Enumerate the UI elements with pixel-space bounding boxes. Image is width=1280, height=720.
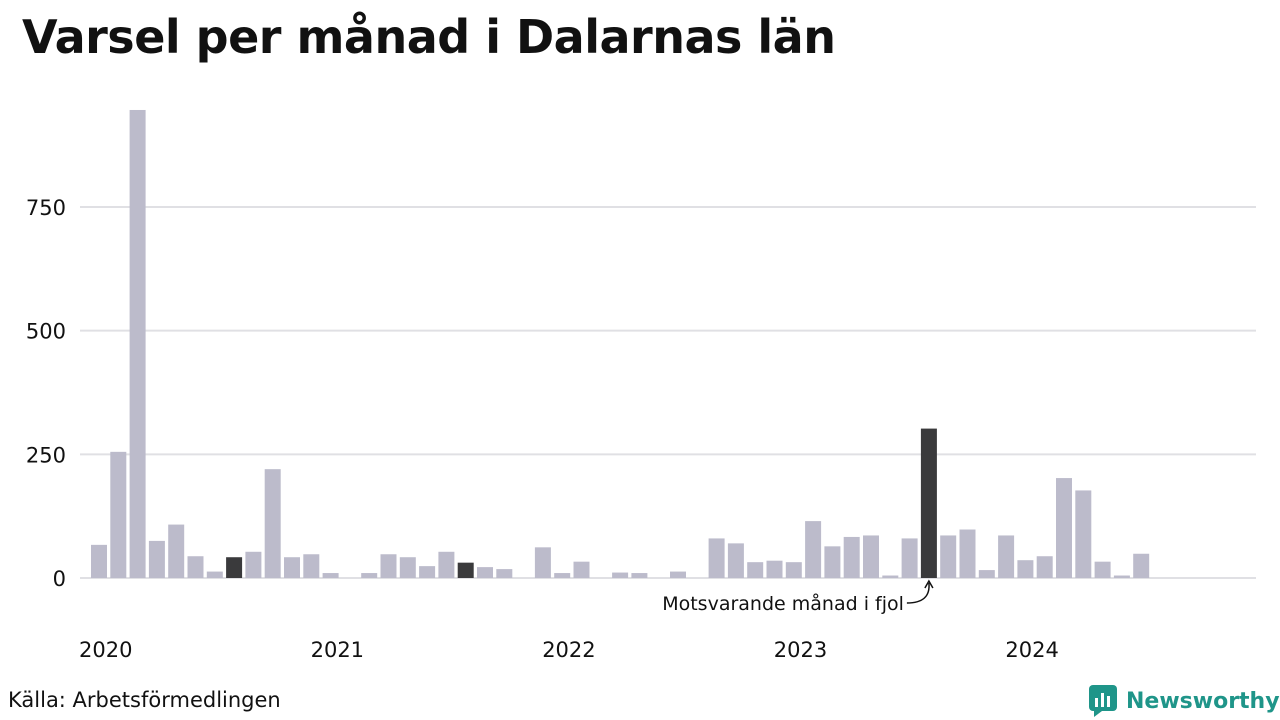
newsworthy-logo: Newsworthy [1088, 684, 1280, 718]
bar-2020-06 [187, 556, 204, 578]
bar-2021-09 [477, 567, 493, 578]
bar-2024-06 [1113, 575, 1130, 578]
bar-2024-01 [1017, 560, 1034, 578]
bar-2023-04 [843, 536, 860, 578]
bar-2022-11 [747, 562, 764, 578]
previous-year-label: Motsvarande månad i fjol [662, 592, 904, 615]
chart-title: Varsel per månad i Dalarnas län [22, 10, 836, 64]
bar-2020-02 [110, 451, 127, 578]
bar-2020-01 [91, 544, 107, 578]
bar-2020-07 [206, 571, 223, 578]
bar-2023-02 [805, 521, 822, 578]
bar-2022-02 [573, 561, 590, 578]
bar-2022-01 [554, 573, 571, 578]
y-tick-label: 500 [26, 320, 66, 344]
bar-2022-07 [670, 571, 686, 578]
bar-2023-12 [998, 535, 1015, 578]
bars [91, 109, 1150, 579]
x-tick-label: 2024 [1005, 638, 1058, 662]
x-axis-ticks: 2020 2021 2022 2023 2024 [79, 638, 1059, 662]
x-tick-label: 2020 [79, 638, 132, 662]
bar-2023-10 [959, 529, 976, 578]
bar-2022-04 [612, 572, 629, 578]
annotation-arrowhead [924, 579, 934, 589]
bar-2023-05 [863, 535, 879, 578]
bar-chart: 0 250 500 750 2020 2021 2022 2023 2024 Motsvara… [26, 109, 1256, 662]
newsworthy-chart-icon [1089, 685, 1117, 717]
bar-2020-05 [168, 524, 185, 578]
bar-2023-07 [901, 538, 918, 578]
bar-2023-11 [978, 570, 995, 578]
bar-2023-06 [882, 575, 899, 578]
annotation-arrow [906, 582, 930, 604]
bar-2024-04 [1075, 490, 1092, 578]
bar-2022-10 [727, 543, 744, 578]
bar-2024-02 [1036, 556, 1053, 578]
bar-2023-08 [920, 428, 937, 578]
source-note: Källa: Arbetsförmedlingen [8, 688, 281, 712]
bar-2020-11 [284, 557, 300, 578]
y-tick-label: 250 [26, 443, 66, 467]
annotations: Motsvarande månad i fjol [662, 579, 934, 615]
bar-2021-12 [534, 547, 551, 578]
bar-2020-08 [226, 557, 243, 578]
y-tick-label: 750 [26, 196, 66, 220]
y-tick-label: 0 [53, 567, 66, 591]
y-axis-ticks: 0 250 500 750 [26, 196, 66, 591]
bar-2021-03 [361, 573, 378, 578]
bar-2020-10 [264, 469, 281, 578]
bar-2021-05 [399, 557, 416, 578]
bar-2020-12 [303, 554, 320, 578]
bar-2022-12 [766, 560, 783, 578]
bar-2022-05 [631, 573, 648, 578]
bar-2020-04 [148, 540, 165, 578]
bar-2021-10 [496, 569, 513, 578]
logo-text: Newsworthy [1126, 688, 1280, 714]
bar-2021-07 [438, 551, 455, 578]
x-tick-label: 2021 [311, 638, 364, 662]
bar-2020-09 [245, 551, 262, 578]
x-tick-label: 2023 [774, 638, 827, 662]
bar-2023-09 [940, 535, 957, 578]
bar-2024-05 [1094, 561, 1111, 578]
bar-2021-01 [322, 573, 339, 578]
bar-2022-09 [708, 538, 725, 578]
bar-2021-08 [457, 562, 474, 578]
bar-2020-03 [129, 109, 146, 579]
bar-2023-03 [824, 546, 841, 578]
bar-2021-06 [419, 566, 436, 578]
bar-2024-03 [1056, 478, 1072, 578]
bar-2021-04 [380, 554, 397, 578]
bar-2024-07 [1133, 553, 1150, 578]
bar-2023-01 [785, 562, 802, 578]
x-tick-label: 2022 [542, 638, 595, 662]
